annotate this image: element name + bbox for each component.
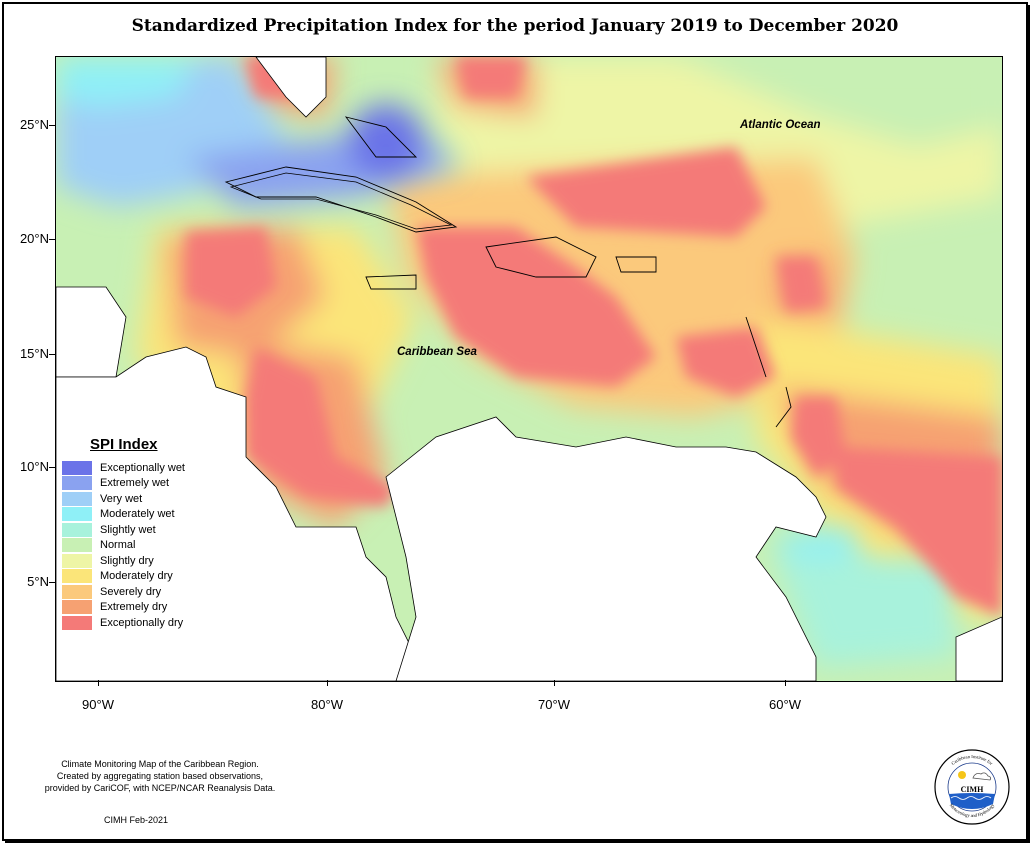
legend-title: SPI Index: [90, 436, 158, 453]
caribbean-sea-label: Caribbean Sea: [397, 346, 477, 358]
map-title: Standardized Precipitation Index for the…: [131, 16, 899, 36]
date-stamp: CIMH Feb-2021: [104, 815, 169, 825]
cimh-logo-svg: CIMH Caribbean Institute for Meteorology…: [934, 749, 1010, 825]
lat-tick-20: [49, 239, 55, 240]
lon-tick-80: [327, 680, 328, 686]
lat-label-25: 25°N: [19, 117, 49, 132]
legend-label: Extremely wet: [100, 477, 170, 490]
legend-rows: Exceptionally wet Extremely wet Very wet Mo…: [62, 460, 212, 631]
legend-item: Moderately dry: [62, 569, 212, 585]
lon-tick-70: [554, 680, 555, 686]
legend-swatch: [62, 600, 92, 615]
credits-line-1: Climate Monitoring Map of the Caribbean …: [61, 759, 259, 769]
logo-text: CIMH: [961, 785, 984, 794]
legend-swatch: [62, 491, 92, 506]
legend-label: Slightly wet: [100, 523, 156, 536]
credits-line-2: Created by aggregating station based obs…: [56, 771, 264, 781]
legend-item: Normal: [62, 538, 212, 554]
lat-tick-10: [49, 467, 55, 468]
lat-tick-25: [49, 125, 55, 126]
legend-label: Slightly dry: [100, 554, 154, 567]
lon-label-90: 90°W: [82, 697, 114, 712]
legend-swatch: [62, 538, 92, 553]
legend-item: Moderately wet: [62, 507, 212, 523]
credits-line-3: provided by CariCOF, with NCEP/NCAR Rean…: [44, 783, 276, 793]
exceptionally-dry-cores: [186, 57, 1002, 617]
legend-swatch: [62, 476, 92, 491]
legend-item: Exceptionally dry: [62, 615, 212, 631]
lat-label-5: 5°N: [27, 574, 49, 589]
island-outlines: [224, 116, 792, 428]
legend-label: Exceptionally dry: [100, 616, 184, 629]
legend-swatch: [62, 460, 92, 475]
lat-tick-15: [49, 354, 55, 355]
legend-label: Exceptionally wet: [100, 461, 185, 474]
cimh-logo: CIMH Caribbean Institute for Meteorology…: [933, 748, 1011, 826]
legend-item: Exceptionally wet: [62, 460, 212, 476]
lon-label-70: 70°W: [538, 697, 570, 712]
legend-swatch: [62, 615, 92, 630]
cloud-icon: [972, 772, 992, 781]
lat-label-10: 10°N: [19, 459, 49, 474]
legend-swatch: [62, 553, 92, 568]
legend-label: Extremely dry: [100, 601, 168, 614]
legend-item: Slightly wet: [62, 522, 212, 538]
legend-item: Severely dry: [62, 584, 212, 600]
legend-item: Slightly dry: [62, 553, 212, 569]
island-fills: [229, 172, 453, 230]
legend-label: Normal: [100, 539, 136, 552]
legend-label: Moderately dry: [100, 570, 173, 583]
spi-map: [55, 56, 1003, 682]
legend-swatch: [62, 584, 92, 599]
wet-zones: [56, 57, 956, 667]
legend-swatch: [62, 507, 92, 522]
spi-map-svg: [56, 57, 1002, 681]
sun-icon: [958, 771, 966, 779]
legend-label: Very wet: [100, 492, 143, 505]
lat-label-20: 20°N: [19, 231, 49, 246]
atlantic-ocean-label: Atlantic Ocean: [740, 119, 821, 131]
lon-tick-90: [98, 680, 99, 686]
legend-item: Very wet: [62, 491, 212, 507]
lat-tick-5: [49, 582, 55, 583]
legend-item: Extremely wet: [62, 476, 212, 492]
credits: Climate Monitoring Map of the Caribbean …: [30, 758, 290, 794]
lon-tick-60: [785, 680, 786, 686]
legend-label: Moderately wet: [100, 508, 175, 521]
lon-label-60: 60°W: [769, 697, 801, 712]
legend-swatch: [62, 522, 92, 537]
lon-label-80: 80°W: [311, 697, 343, 712]
legend-label: Severely dry: [100, 585, 162, 598]
legend-item: Extremely dry: [62, 600, 212, 616]
legend-swatch: [62, 569, 92, 584]
spi-legend: SPI Index Exceptionally wet Extremely wet…: [62, 436, 212, 631]
lat-label-15: 15°N: [19, 346, 49, 361]
